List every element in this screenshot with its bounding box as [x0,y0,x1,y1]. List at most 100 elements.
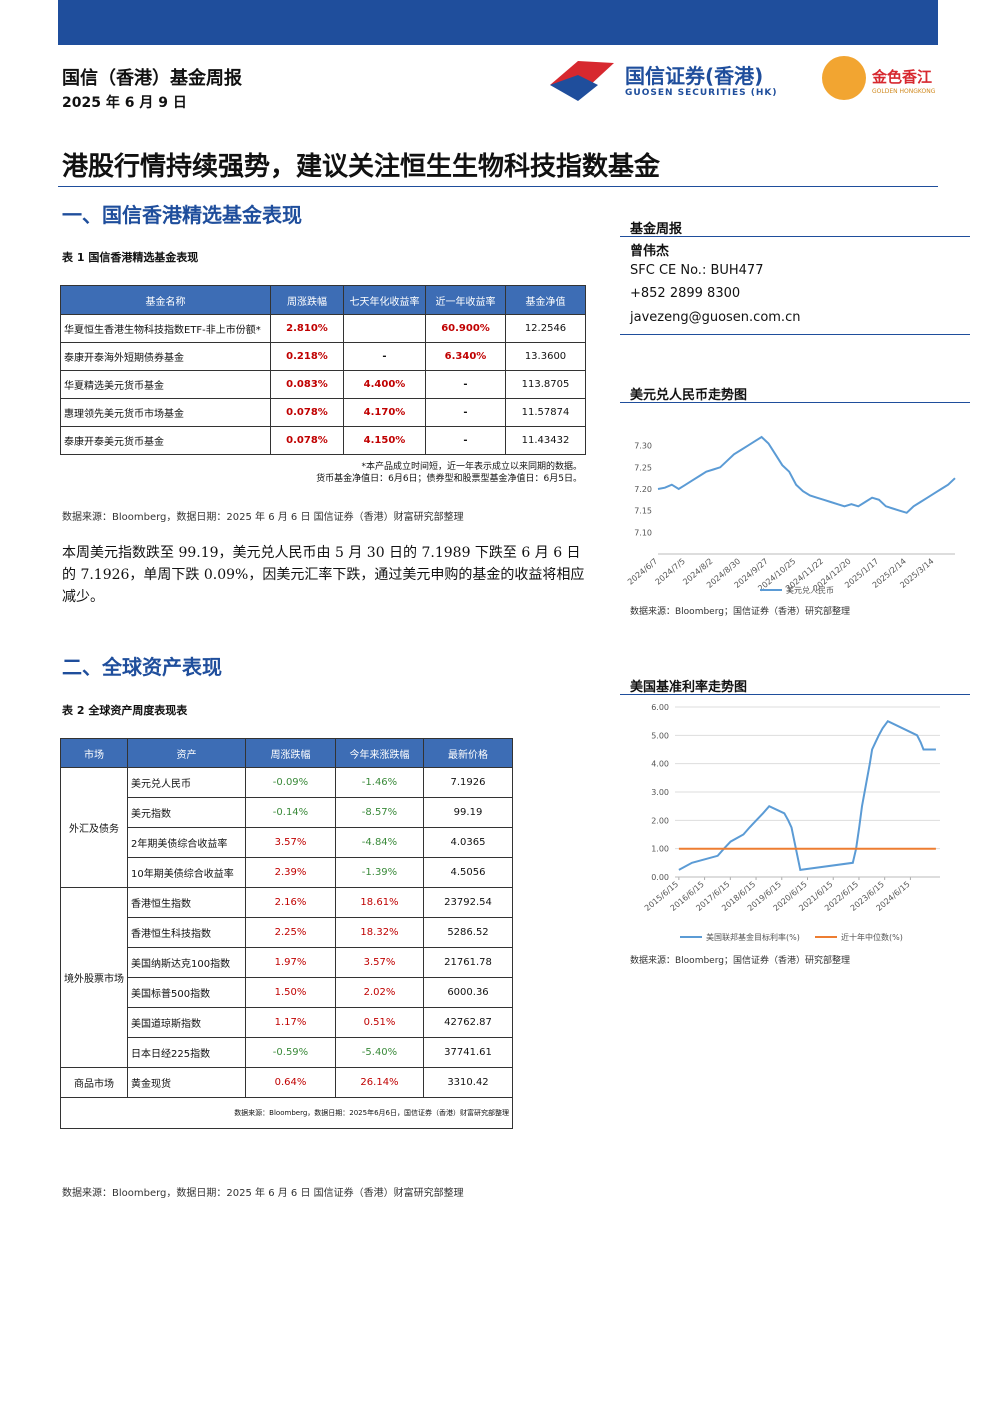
cell: 23792.54 [423,887,513,918]
series-line [678,719,936,872]
cell: 泰康开泰美元货币基金 [60,426,271,455]
cell: 42762.87 [423,1007,513,1038]
chart-source: 数据来源：Bloomberg；国信证券（香港）研究部整理 [630,607,850,617]
cell: -1.46% [335,767,424,798]
row: 外汇及债务 美元兑人民币 -0.09% -1.46% 7.1926 [60,767,513,888]
cell: 香港恒生指数 [127,887,246,918]
y-tick-label: 7.25 [634,463,652,472]
cell: 4.0365 [423,827,513,858]
cell: 3310.42 [423,1067,513,1098]
report-date: 2025 年 6 月 9 日 [62,95,187,111]
table-caption: 表 2 全球资产周度表现表 [62,704,188,717]
cell: 美元指数 [127,797,246,828]
cell: 3.57% [335,947,424,978]
series-line [657,435,956,514]
legend-label: 近十年中位数(%) [841,932,903,942]
column-header: 基金净值 [505,285,586,315]
row: 华夏恒生香港生物科技指数ETF-非上市份额* 2.810% 60.900% 12.25… [60,314,586,343]
cell: 4.5056 [423,857,513,888]
table-note: 数据来源：Bloomberg，数据日期：2025年6月6日，国信证券（香港）财富… [60,1097,513,1129]
phone: +852 2899 8300 [630,286,741,301]
row: 泰康开泰美元货币基金 0.078% 4.150% -11.43432 [60,426,586,455]
row: 美国标普500指数 1.50% 2.02% 6000.36 [61,977,513,1008]
main-title: 港股行情持续强势，建议关注恒生生物科技指数基金 [62,152,661,182]
brand-en: GUOSEN SECURITIES (HK) [625,88,778,98]
table-caption: 表 1 国信香港精选基金表现 [62,251,199,264]
rule [620,334,970,335]
cell: 60.900% [425,314,506,343]
cell: -1.39% [335,857,424,888]
y-tick-label: 1.00 [651,845,669,854]
cell: 日本日经225指数 [127,1037,246,1068]
partner-en: GOLDEN HONGKONG [872,88,936,95]
y-tick-label: 5.00 [651,731,669,740]
cell: 18.32% [335,917,424,948]
partner-logo [822,56,866,100]
cell: -0.14% [245,797,336,828]
fund-table: 基金名称 周涨跌幅 七天年化收益率 近一年收益率 基金净值 华夏恒生香港生物科技指数ETF… [60,285,586,455]
cell: 7.1926 [423,767,513,798]
header-row: 市场 资产 周涨跌幅 今年来涨跌幅 最新价格 [60,738,513,768]
cell: 26.14% [335,1067,424,1098]
cell: -4.84% [335,827,424,858]
y-tick-label: 6.00 [651,703,669,712]
cell: -0.09% [245,767,336,798]
note-row: 数据来源：Bloomberg，数据日期：2025年6月6日，国信证券（香港）财富… [60,1097,513,1129]
column-header: 周涨跌幅 [245,738,336,768]
rule [620,694,970,695]
market-cell: 商品市场 [60,1067,128,1098]
y-tick-label: 7.15 [634,507,652,516]
cell: 18.61% [335,887,424,918]
x-tick-label: 2024/6/7 [626,557,659,587]
market-cell: 境外股票市场 [60,887,128,1068]
top-bar [58,0,938,45]
chart-title: 美国基准利率走势图 [630,680,748,695]
source: 数据来源：Bloomberg，数据日期：2025 年 6 月 6 日 国信证券（… [62,512,464,523]
cell: 2.810% [270,314,344,343]
cell: 美国纳斯达克100指数 [127,947,246,978]
cell: 1.97% [245,947,336,978]
cell: 泰康开泰海外短期债券基金 [60,342,271,371]
cell: - [425,398,506,427]
cell: 3.57% [245,827,336,858]
column-header: 基金名称 [60,285,271,315]
paragraph: 本周美元指数跌至 99.19，美元兑人民币由 5 月 30 日的 7.1989 … [62,545,585,605]
cell: 4.400% [343,370,426,399]
cell: 2年期美债综合收益率 [127,827,246,858]
cell: 0.64% [245,1067,336,1098]
sidebar-label: 基金周报 [630,222,683,237]
column-header: 最新价格 [423,738,513,768]
y-tick-label: 7.30 [634,442,652,451]
cell: - [425,426,506,455]
cell: 12.2546 [505,314,586,343]
y-tick-label: 3.00 [651,788,669,797]
analyst-name: 曾伟杰 [630,244,670,259]
legend-label: 美国联邦基金目标利率(%) [706,932,800,942]
y-tick-label: 7.20 [634,485,652,494]
cell: - [343,342,426,371]
title-rule [58,186,938,187]
column-header: 资产 [127,738,246,768]
cell: 11.57874 [505,398,586,427]
cell: 4.150% [343,426,426,455]
cell: 4.170% [343,398,426,427]
row: 华夏精选美元货币基金 0.083% 4.400% -113.8705 [60,370,586,399]
cell: 6000.36 [423,977,513,1008]
chart: 0.001.002.003.004.005.006.002015/6/15201… [643,703,940,942]
cell: 6.340% [425,342,506,371]
row: 惠理领先美元货币市场基金 0.078% 4.170% -11.57874 [60,398,586,427]
report-name: 国信（香港）基金周报 [62,68,242,89]
table-note: *本产品成立时间短，近一年表示成立以来同期的数据。 [361,462,582,472]
brand-logo [550,61,614,101]
cell: 2.39% [245,857,336,888]
chart-title: 美元兑人民币走势图 [630,388,748,403]
sfc-no: SFC CE No.: BUH477 [630,263,764,278]
cell: -8.57% [335,797,424,828]
asset-table: 市场 资产 周涨跌幅 今年来涨跌幅 最新价格 外汇及债务 美元兑人民币 -0.09% -1.46… [60,738,513,1129]
rule [620,236,970,237]
cell: 11.43432 [505,426,586,455]
cell: 0.078% [270,426,344,455]
section-heading: 二、全球资产表现 [62,655,222,679]
brand-cn: 国信证券(香港) [625,64,764,88]
